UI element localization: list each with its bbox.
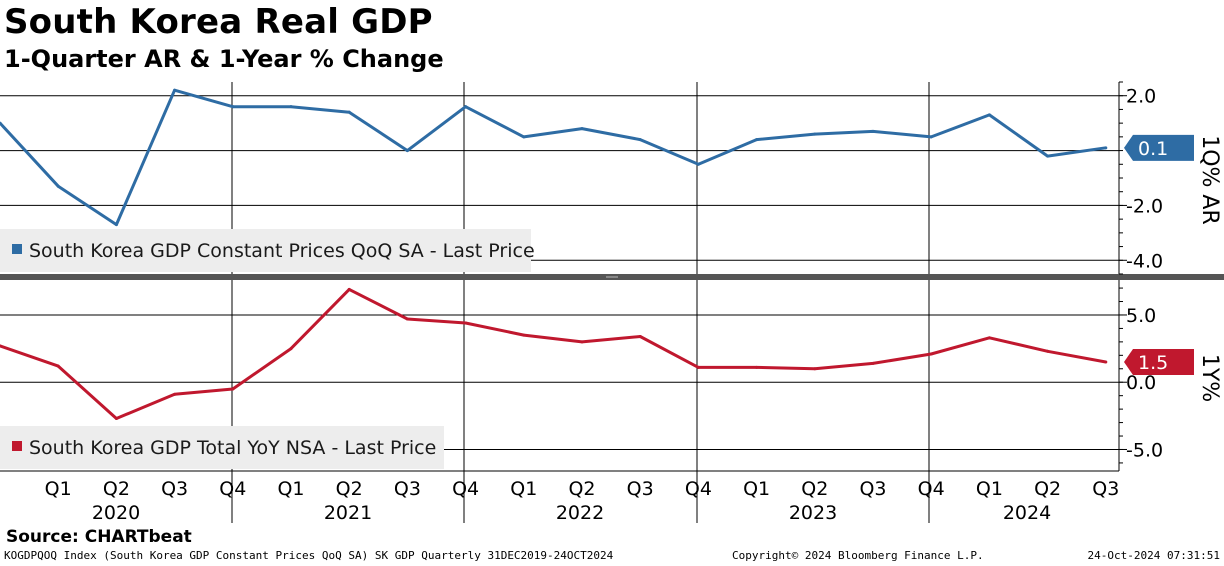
x-tick-quarter: Q3 <box>1092 478 1119 500</box>
data-point <box>522 135 526 139</box>
y-axes: 2.0 -2.0 -4.0 1Q% AR 0.1 5.0 0.0 -5.0 1Y% 1.5 <box>1119 81 1222 464</box>
x-tick-quarter: Q1 <box>277 478 304 500</box>
x-tick-quarter: Q2 <box>801 478 828 500</box>
x-tick-quarter: Q4 <box>452 478 479 500</box>
y-tick-label: -5.0 <box>1126 439 1163 461</box>
legend-label: South Korea GDP Constant Prices QoQ SA -… <box>29 240 535 262</box>
data-point <box>1104 146 1108 150</box>
data-point <box>580 127 584 131</box>
source-note: Source: CHARTbeat <box>6 527 192 547</box>
series-lines <box>0 88 1108 421</box>
data-point <box>929 352 933 356</box>
data-point <box>638 334 642 338</box>
last-value-tag <box>1124 349 1194 376</box>
data-point <box>813 132 817 136</box>
y-tick-label: 5.0 <box>1126 305 1156 327</box>
gridlines <box>0 82 1119 523</box>
legend-swatch <box>12 441 22 451</box>
y-tick-label: -2.0 <box>1126 195 1163 217</box>
data-point <box>114 417 118 421</box>
data-point <box>696 365 700 369</box>
chart-subtitle: 1-Quarter AR & 1-Year % Change <box>4 45 444 73</box>
x-tick-year: 2024 <box>1003 502 1051 524</box>
data-point <box>871 129 875 133</box>
data-point <box>638 138 642 142</box>
data-point <box>987 113 991 117</box>
legends: South Korea GDP Constant Prices QoQ SA -… <box>0 229 535 469</box>
data-point <box>987 336 991 340</box>
data-point <box>0 121 2 125</box>
series-qoq-line <box>0 88 1107 227</box>
x-tick-quarter: Q1 <box>976 478 1003 500</box>
legend-label: South Korea GDP Total YoY NSA - Last Pri… <box>29 437 436 459</box>
legend-swatch <box>12 244 22 254</box>
data-point <box>114 223 118 227</box>
x-tick-quarter: Q1 <box>510 478 537 500</box>
data-point <box>755 365 759 369</box>
y-tick-label: 0.0 <box>1126 372 1156 394</box>
x-tick-quarter: Q3 <box>394 478 421 500</box>
x-tick-quarter: Q1 <box>45 478 72 500</box>
axis-title-1q-ar: 1Q% AR <box>1197 135 1222 225</box>
data-point <box>871 361 875 365</box>
x-tick-year: 2022 <box>556 502 604 524</box>
data-point <box>1104 360 1108 364</box>
x-tick-year: 2021 <box>324 502 372 524</box>
data-point <box>464 105 468 109</box>
data-point <box>464 321 468 325</box>
series-yoy-line <box>0 287 1107 420</box>
legend-box <box>0 426 444 469</box>
x-tick-quarter: Q1 <box>743 478 770 500</box>
data-point <box>813 367 817 371</box>
x-tick-quarter: Q2 <box>103 478 130 500</box>
x-tick-quarter: Q4 <box>918 478 945 500</box>
data-point <box>929 135 933 139</box>
footer-index-info: KOGDPQOQ Index (South Korea GDP Constant… <box>4 549 614 562</box>
data-point <box>289 105 293 109</box>
x-tick-quarter: Q3 <box>161 478 188 500</box>
x-tick-quarter: Q2 <box>1034 478 1061 500</box>
x-tick-year: 2023 <box>789 502 837 524</box>
x-tick-quarter: Q3 <box>859 478 886 500</box>
chart-title: South Korea Real GDP <box>4 2 433 42</box>
x-tick-quarter: Q4 <box>219 478 246 500</box>
last-value-label: 1.5 <box>1138 352 1168 374</box>
footer-copyright: Copyright© 2024 Bloomberg Finance L.P. <box>732 549 984 562</box>
data-point <box>347 110 351 114</box>
data-point <box>231 387 235 391</box>
y-tick-label: 2.0 <box>1126 86 1156 108</box>
x-tick-quarter: Q4 <box>685 478 712 500</box>
x-tick-year: 2020 <box>92 502 140 524</box>
data-point <box>755 138 759 142</box>
data-point <box>173 392 177 396</box>
data-point <box>289 347 293 351</box>
data-point <box>56 364 60 368</box>
panel-frames <box>0 82 1224 471</box>
last-value-tag <box>1124 134 1194 161</box>
data-point <box>696 162 700 166</box>
last-value-label: 0.1 <box>1138 138 1168 160</box>
x-tick-quarter: Q2 <box>568 478 595 500</box>
data-point <box>405 149 409 153</box>
data-point <box>173 88 177 92</box>
x-axis: Q1 Q2 Q3 Q4 Q1 Q2 Q3 Q4 Q1 Q2 Q3 Q4 Q1 Q2 Q3 Q4 Q1 Q2 Q3 20… <box>0 470 1119 524</box>
data-point <box>522 333 526 337</box>
data-point <box>56 184 60 188</box>
data-point <box>1046 349 1050 353</box>
data-point <box>405 317 409 321</box>
legend-box <box>0 229 531 272</box>
data-point <box>231 105 235 109</box>
data-point <box>580 340 584 344</box>
data-point <box>347 287 351 291</box>
y-tick-label: -4.0 <box>1126 250 1163 272</box>
x-tick-quarter: Q3 <box>627 478 654 500</box>
data-point <box>1046 154 1050 158</box>
axis-title-1y: 1Y% <box>1197 354 1222 402</box>
footer-timestamp: 24-Oct-2024 07:31:51 <box>1087 549 1220 562</box>
x-tick-quarter: Q2 <box>336 478 363 500</box>
data-point <box>0 344 2 348</box>
